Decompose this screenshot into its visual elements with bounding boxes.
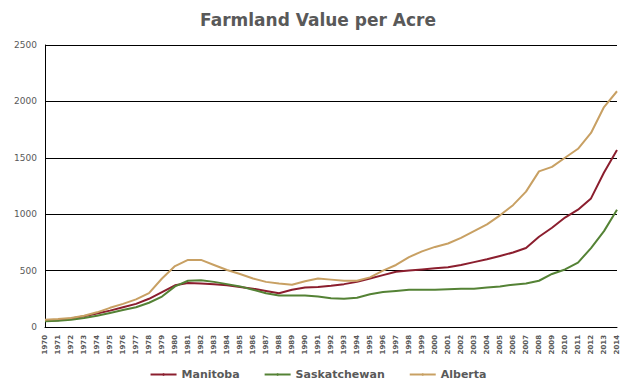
svg-text:1988: 1988 [275, 335, 283, 355]
svg-text:1997: 1997 [392, 335, 400, 355]
svg-text:1985: 1985 [236, 335, 244, 355]
svg-text:2002: 2002 [457, 335, 465, 355]
svg-text:1977: 1977 [132, 335, 140, 355]
svg-text:1975: 1975 [106, 335, 114, 355]
svg-text:1971: 1971 [54, 335, 62, 355]
svg-text:1984: 1984 [223, 335, 231, 355]
svg-text:1990: 1990 [301, 335, 309, 355]
svg-text:2011: 2011 [574, 335, 582, 355]
svg-text:2014: 2014 [613, 335, 621, 355]
svg-text:Manitoba: Manitoba [182, 368, 240, 381]
svg-text:1992: 1992 [327, 335, 335, 355]
svg-text:1978: 1978 [145, 335, 153, 355]
svg-text:2007: 2007 [522, 335, 530, 355]
svg-text:Saskatchewan: Saskatchewan [296, 368, 385, 381]
svg-text:2001: 2001 [444, 335, 452, 355]
svg-text:1989: 1989 [288, 335, 296, 355]
svg-text:2500: 2500 [14, 40, 37, 50]
svg-text:1982: 1982 [197, 335, 205, 355]
svg-text:1970: 1970 [41, 335, 49, 355]
svg-text:1986: 1986 [249, 335, 257, 355]
svg-text:0: 0 [31, 322, 37, 332]
svg-text:2009: 2009 [548, 335, 556, 355]
svg-text:2006: 2006 [509, 335, 517, 355]
svg-text:2013: 2013 [600, 335, 608, 355]
svg-text:1981: 1981 [184, 335, 192, 355]
svg-text:1000: 1000 [14, 209, 37, 219]
svg-text:1972: 1972 [67, 335, 75, 355]
svg-text:2008: 2008 [535, 335, 543, 355]
svg-text:Farmland Value per Acre: Farmland Value per Acre [200, 10, 436, 30]
svg-text:2000: 2000 [431, 335, 439, 355]
svg-text:1991: 1991 [314, 335, 322, 355]
svg-text:1983: 1983 [210, 335, 218, 355]
svg-text:Alberta: Alberta [441, 368, 487, 381]
svg-text:1980: 1980 [171, 335, 179, 355]
svg-text:2012: 2012 [587, 335, 595, 355]
svg-text:1987: 1987 [262, 335, 270, 355]
svg-text:1500: 1500 [14, 153, 37, 163]
svg-text:1994: 1994 [353, 335, 361, 355]
svg-text:2005: 2005 [496, 335, 504, 355]
svg-text:1976: 1976 [119, 335, 127, 355]
svg-text:1996: 1996 [379, 335, 387, 355]
svg-text:1998: 1998 [405, 335, 413, 355]
svg-text:1995: 1995 [366, 335, 374, 355]
svg-text:2004: 2004 [483, 335, 491, 355]
svg-text:1999: 1999 [418, 335, 426, 355]
svg-text:2000: 2000 [14, 96, 37, 106]
svg-text:2010: 2010 [561, 335, 569, 355]
svg-text:1974: 1974 [93, 335, 101, 355]
svg-text:1973: 1973 [80, 335, 88, 355]
svg-text:500: 500 [20, 266, 37, 276]
svg-text:1979: 1979 [158, 335, 166, 355]
svg-text:1993: 1993 [340, 335, 348, 355]
svg-text:2003: 2003 [470, 335, 478, 355]
